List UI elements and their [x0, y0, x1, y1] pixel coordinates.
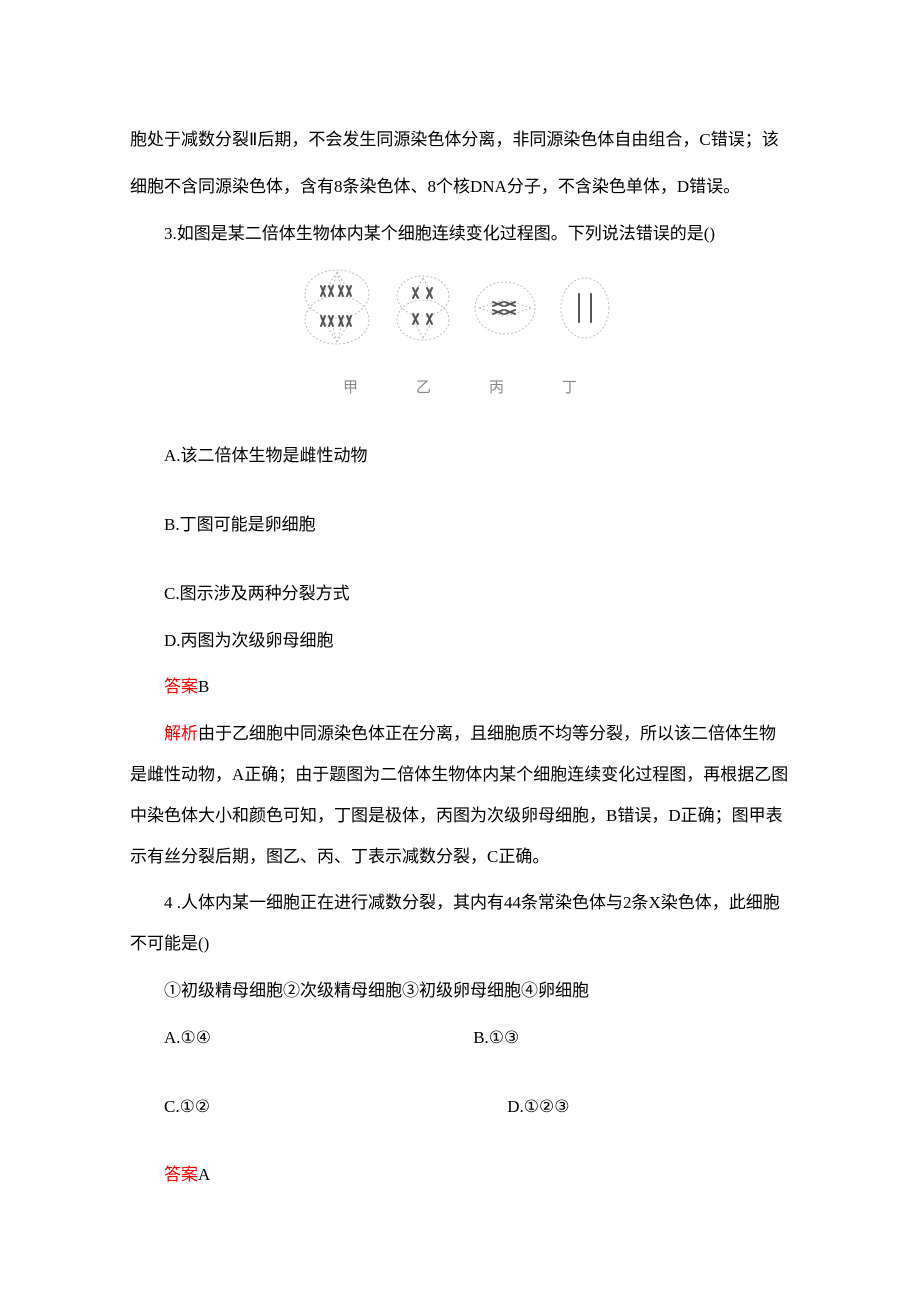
- q3-option-c: C.图示涉及两种分裂方式: [130, 574, 790, 615]
- q3-figure: 甲 乙 丙 丁: [130, 264, 790, 406]
- explain-text: 由于乙细胞中同源染色体正在分离，且细胞质不均等分裂，所以该二倍体生物是雌性动物，…: [130, 724, 788, 865]
- q4-options-row1: A.①④ B.①③: [130, 1018, 790, 1059]
- fig-label-ding: 丁: [562, 370, 577, 406]
- q4-sub: ①初级精母细胞②次级精母细胞③初级卵母细胞④卵细胞: [130, 971, 790, 1012]
- answer-value: B: [198, 677, 209, 696]
- q4-option-a: A.①④: [130, 1018, 473, 1059]
- q4-option-b: B.①③: [473, 1018, 790, 1059]
- q3-answer: 答案B: [130, 667, 790, 708]
- fig-label-bing: 丙: [489, 370, 504, 406]
- answer-label: 答案: [164, 1165, 198, 1184]
- q3-option-a: A.该二倍体生物是雌性动物: [130, 436, 790, 477]
- fig-label-yi: 乙: [416, 370, 431, 406]
- q4-option-d: D.①②③: [473, 1087, 790, 1128]
- answer-value: A: [198, 1165, 210, 1184]
- answer-label: 答案: [164, 677, 198, 696]
- continuation-line2: 细胞不含同源染色体，含有8条染色体、8个核DNA分子，不含染色单体，D错误。: [130, 167, 790, 208]
- document-page: 胞处于减数分裂Ⅱ后期，不会发生同源染色体分离，非同源染色体自由组合，C错误；该 …: [0, 0, 920, 1302]
- cell-division-diagram: [295, 264, 625, 352]
- fig-label-jia: 甲: [343, 370, 358, 406]
- q3-option-b: B.丁图可能是卵细胞: [130, 505, 790, 546]
- q3-option-d: D.丙图为次级卵母细胞: [130, 621, 790, 662]
- q4-options-row2: C.①② D.①②③: [130, 1087, 790, 1128]
- q3-explanation: 解析由于乙细胞中同源染色体正在分离，且细胞质不均等分裂，所以该二倍体生物是雌性动…: [130, 714, 790, 877]
- continuation-line1: 胞处于减数分裂Ⅱ后期，不会发生同源染色体分离，非同源染色体自由组合，C错误；该: [130, 120, 790, 161]
- q4-option-c: C.①②: [130, 1087, 473, 1128]
- q4-stem: 4 .人体内某一细胞正在进行减数分裂，其内有44条常染色体与2条X染色体，此细胞…: [130, 883, 790, 965]
- figure-labels: 甲 乙 丙 丁: [130, 370, 790, 406]
- q4-answer: 答案A: [130, 1155, 790, 1196]
- explain-label: 解析: [164, 724, 198, 743]
- q3-stem: 3.如图是某二倍体生物体内某个细胞连续变化过程图。下列说法错误的是(): [130, 214, 790, 255]
